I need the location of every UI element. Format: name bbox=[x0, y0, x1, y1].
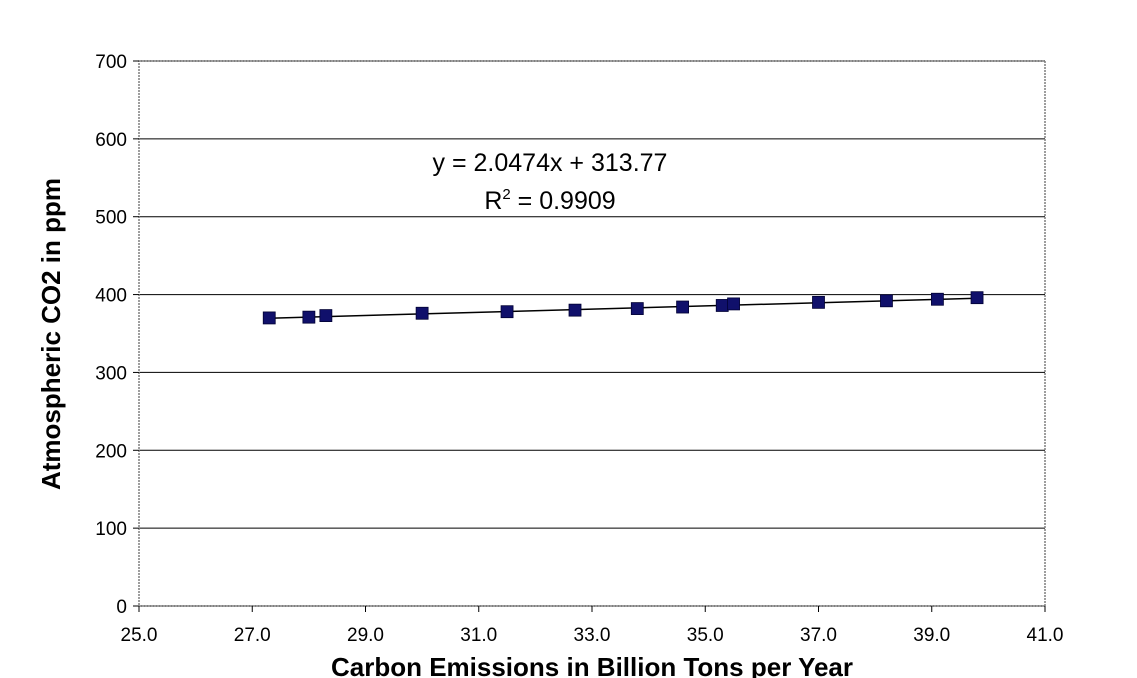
y-tick-label: 700 bbox=[95, 52, 127, 73]
plot-frame bbox=[138, 60, 1046, 607]
y-tick-label: 200 bbox=[95, 441, 127, 462]
y-tick-label: 600 bbox=[95, 130, 127, 151]
x-tick-label: 33.0 bbox=[574, 625, 611, 646]
x-tick-label: 31.0 bbox=[460, 625, 497, 646]
x-tick-label: 39.0 bbox=[913, 625, 950, 646]
data-point bbox=[415, 306, 429, 320]
y-tick-label: 300 bbox=[95, 363, 127, 384]
x-axis-ticks: 25.0 27.0 29.0 31.0 33.0 35.0 37.0 39.0 41.0 bbox=[121, 606, 1064, 646]
r-squared-value: = 0.9909 bbox=[511, 187, 616, 215]
r-squared-label: R2 = 0.9909 bbox=[484, 186, 615, 215]
data-point bbox=[262, 311, 276, 325]
x-tick-label: 41.0 bbox=[1027, 625, 1064, 646]
r-squared-prefix: R bbox=[484, 187, 502, 215]
x-tick-label: 27.0 bbox=[234, 625, 271, 646]
data-point bbox=[568, 303, 582, 317]
data-point bbox=[715, 299, 729, 312]
data-point bbox=[812, 295, 825, 309]
data-point bbox=[630, 302, 644, 315]
x-axis-title: Carbon Emissions in Billion Tons per Yea… bbox=[331, 652, 853, 678]
y-axis-title: Atmospheric CO2 in ppm bbox=[36, 178, 66, 490]
data-point bbox=[727, 297, 740, 311]
gridlines bbox=[139, 60, 1045, 607]
data-point bbox=[931, 292, 944, 306]
y-tick-label: 500 bbox=[95, 208, 127, 229]
r-squared-exponent: 2 bbox=[502, 186, 510, 203]
data-points bbox=[262, 291, 984, 325]
x-tick-label: 35.0 bbox=[687, 625, 724, 646]
y-tick-label: 400 bbox=[95, 286, 127, 307]
y-axis-ticks: 0 100 200 300 400 500 600 700 bbox=[95, 52, 139, 618]
trendline bbox=[269, 297, 978, 319]
x-tick-label: 37.0 bbox=[800, 625, 837, 646]
y-tick-label: 100 bbox=[95, 519, 127, 540]
y-tick-label: 0 bbox=[116, 597, 127, 618]
data-point bbox=[970, 291, 984, 305]
data-point bbox=[500, 305, 514, 319]
x-tick-label: 25.0 bbox=[121, 625, 158, 646]
data-point bbox=[302, 310, 316, 324]
trendline-layer bbox=[269, 297, 978, 319]
data-point bbox=[676, 300, 689, 314]
x-tick-label: 29.0 bbox=[347, 625, 384, 646]
trendline-equation: y = 2.0474x + 313.77 bbox=[433, 149, 668, 177]
data-point bbox=[880, 294, 893, 308]
data-point bbox=[319, 309, 333, 322]
